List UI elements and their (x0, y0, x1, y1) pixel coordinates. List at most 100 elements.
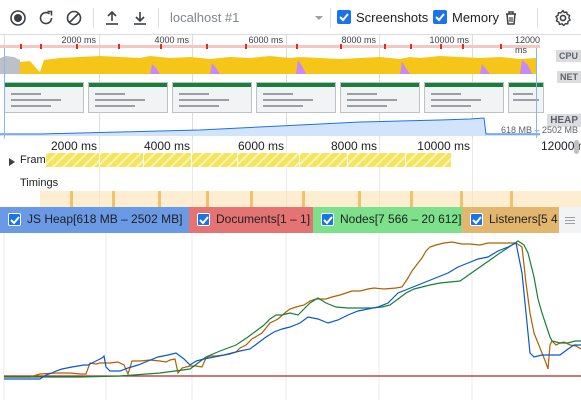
timeline-scrollbar-thumb[interactable] (574, 140, 579, 154)
timeline-tick-label: 10000 ms (417, 139, 470, 153)
screenshots-label: Screenshots (356, 10, 429, 25)
nodes-label: Nodes[7 566 – 20 612] (340, 212, 462, 226)
screenshot-thumbnail[interactable] (172, 82, 252, 113)
timing-block[interactable] (250, 191, 253, 207)
timing-block[interactable] (40, 191, 581, 207)
long-task-marker (206, 44, 208, 49)
toolbar-divider (330, 8, 331, 28)
upload-icon (103, 9, 121, 27)
heap-overview-chart (0, 117, 540, 136)
frames-track (46, 153, 452, 167)
timing-block[interactable] (302, 191, 305, 207)
counters-legend: JS Heap[618 MB – 2502 MB] Documents[1 – … (0, 207, 581, 233)
long-task-marker (440, 44, 442, 49)
overview-tick-label: 4000 ms (154, 35, 189, 45)
timings-label[interactable]: Timings (20, 177, 59, 189)
memory-checkbox[interactable] (433, 10, 447, 24)
timing-block[interactable] (206, 191, 209, 207)
frame-block[interactable] (100, 153, 144, 167)
frames-track-header[interactable]: Frames (8, 154, 57, 170)
timing-block[interactable] (112, 191, 115, 207)
long-task-marker (296, 44, 298, 49)
long-task-marker (384, 44, 386, 49)
timeline-tick-label: 6000 ms (237, 139, 284, 153)
screenshot-thumbnail[interactable] (424, 82, 504, 113)
timing-block[interactable] (358, 191, 361, 207)
screenshot-thumbnail[interactable] (4, 82, 84, 113)
toolbar-divider (537, 8, 538, 28)
expand-arrow-icon (8, 156, 16, 170)
documents-checkbox[interactable] (197, 213, 210, 226)
timeline-overview[interactable]: 2000 ms 4000 ms 6000 ms 8000 ms 10000 ms… (0, 35, 581, 139)
long-task-marker (340, 44, 342, 49)
timings-track (40, 191, 581, 207)
screenshots-checkbox[interactable] (337, 10, 351, 24)
documents-counter-toggle[interactable]: Documents[1 – 1] (189, 207, 313, 233)
timeline-flamechart[interactable]: 2000 ms 4000 ms 6000 ms 8000 ms 10000 ms… (0, 139, 581, 207)
long-task-marker (500, 44, 502, 49)
net-track-label: NET (557, 71, 581, 83)
screenshot-thumbnail[interactable] (508, 82, 544, 113)
timeline-ruler: 2000 ms 4000 ms 6000 ms 8000 ms 10000 ms… (0, 139, 581, 153)
timing-block[interactable] (158, 191, 161, 207)
overview-tick-label: 6000 ms (248, 35, 283, 45)
overview-selection-window[interactable] (4, 48, 537, 138)
documents-label: Documents[1 – 1] (216, 212, 311, 226)
long-task-marker (462, 44, 464, 49)
frame-block[interactable] (348, 153, 406, 167)
reload-button[interactable] (36, 8, 56, 28)
session-select[interactable]: localhost #1 (160, 7, 328, 29)
overview-ruler: 2000 ms 4000 ms 6000 ms 8000 ms 10000 ms… (0, 35, 581, 55)
nodes-counter-toggle[interactable]: Nodes[7 566 – 20 612] (313, 207, 462, 233)
screenshot-thumbnail[interactable] (256, 82, 336, 113)
toolbar-divider (93, 8, 94, 28)
record-icon (9, 9, 27, 27)
toolbar-divider (158, 8, 159, 28)
timeline-gridline (192, 139, 193, 207)
overview-tick-label: 2000 ms (61, 35, 96, 45)
timing-block[interactable] (410, 191, 413, 207)
nodes-checkbox[interactable] (321, 213, 334, 226)
clear-icon (65, 9, 83, 27)
frame-block[interactable] (192, 153, 238, 167)
timeline-gridline (99, 139, 100, 207)
long-task-marker (118, 44, 120, 49)
memory-label: Memory (452, 10, 499, 25)
listeners-label: Listeners[5 4 (489, 212, 558, 226)
js-heap-checkbox[interactable] (8, 213, 21, 226)
clear-button[interactable] (64, 8, 84, 28)
timeline-tick-label: 2000 ms (50, 139, 97, 153)
frame-block[interactable] (46, 153, 100, 167)
long-task-marker (160, 44, 162, 49)
reload-icon (37, 9, 55, 27)
frame-block[interactable] (300, 153, 348, 167)
frame-block[interactable] (406, 153, 452, 167)
timing-block[interactable] (510, 191, 513, 207)
js-heap-counter-toggle[interactable]: JS Heap[618 MB – 2502 MB] (0, 207, 189, 233)
record-button[interactable] (8, 8, 28, 28)
screenshots-filmstrip (4, 82, 544, 114)
listeners-counter-toggle[interactable]: Listeners[5 4 (462, 207, 559, 233)
long-task-marker (245, 44, 247, 49)
overview-tick-label: 8000 ms (341, 35, 376, 45)
screenshot-thumbnail[interactable] (88, 82, 168, 113)
memory-counters-chart[interactable] (0, 233, 581, 400)
load-profile-button[interactable] (102, 8, 122, 28)
frame-block[interactable] (238, 153, 300, 167)
collect-garbage-button[interactable] (501, 8, 521, 28)
timing-block[interactable] (460, 191, 463, 207)
save-profile-button[interactable] (130, 8, 150, 28)
frame-block[interactable] (144, 153, 192, 167)
trash-icon (502, 9, 520, 27)
timeline-tick-label: 8000 ms (330, 139, 377, 153)
counters-menu-handle[interactable] (559, 207, 581, 233)
screenshot-thumbnail[interactable] (340, 82, 420, 113)
timeline-gridline (472, 139, 473, 207)
cpu-track-label: CPU (555, 50, 581, 62)
overview-tick-label: 10000 ms (429, 35, 469, 45)
counters-gridlines (3, 233, 473, 400)
heap-track-label: HEAP (547, 114, 581, 127)
timing-block[interactable] (70, 191, 73, 207)
capture-settings-button[interactable] (553, 8, 573, 28)
listeners-checkbox[interactable] (470, 213, 483, 226)
